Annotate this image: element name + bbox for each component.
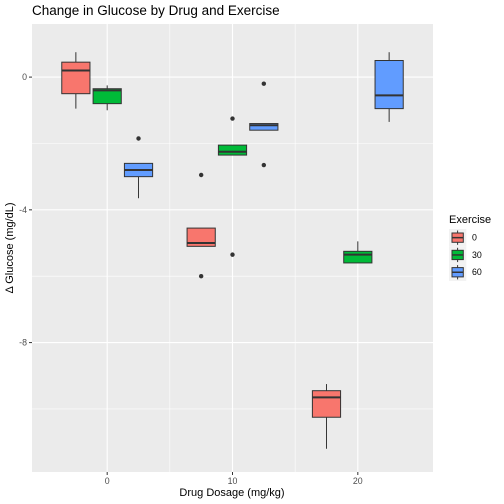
legend-label: 60 — [472, 267, 482, 277]
outlier-point — [230, 116, 235, 121]
outlier-point — [136, 136, 141, 141]
box-iqr — [343, 250, 373, 264]
box-iqr — [374, 60, 404, 110]
x-tick-label: 0 — [105, 476, 110, 486]
box-dose-10-exercise-0 — [186, 172, 216, 279]
legend-item-30: 30 — [449, 246, 482, 264]
legend-label: 30 — [472, 250, 482, 260]
y-axis: 0 -4 -8 — [19, 72, 32, 348]
x-tick-label: 10 — [228, 476, 238, 486]
chart-title: Change in Glucose by Drug and Exercise — [32, 3, 280, 18]
legend: Exercise 0 30 60 — [449, 214, 491, 281]
box-dose-20-exercise-0 — [311, 384, 342, 449]
box-iqr — [92, 88, 122, 105]
box-iqr — [186, 227, 216, 247]
box-dose-10-exercise-30 — [217, 116, 248, 257]
x-axis-title: Drug Dosage (mg/kg) — [179, 487, 284, 499]
box-iqr — [311, 390, 342, 418]
box-dose-0-exercise-30 — [92, 85, 122, 111]
x-tick-label: 20 — [353, 476, 363, 486]
legend-item-0: 0 — [449, 229, 477, 247]
outlier-point — [198, 274, 204, 279]
box-iqr — [217, 144, 248, 156]
legend-item-60: 60 — [449, 263, 482, 281]
legend-title: Exercise — [449, 214, 491, 226]
outlier-point — [198, 172, 204, 178]
box-iqr — [61, 61, 91, 95]
y-tick-label: -8 — [19, 338, 27, 348]
outlier-point — [261, 81, 267, 86]
y-tick-label: -4 — [19, 205, 27, 215]
box-dose-20-exercise-60 — [374, 52, 404, 122]
outlier-point — [230, 252, 235, 257]
y-axis-title: Δ Glucose (mg/dL) — [4, 202, 16, 293]
outlier-point — [261, 162, 267, 168]
box-dose-20-exercise-30 — [343, 241, 373, 264]
box-dose-0-exercise-0 — [61, 52, 91, 109]
y-tick-label: 0 — [22, 72, 27, 82]
legend-label: 0 — [472, 233, 477, 243]
box-dose-10-exercise-60 — [249, 81, 279, 168]
box-dose-0-exercise-60 — [123, 136, 154, 199]
x-axis: 0 10 20 — [105, 472, 363, 486]
box-layer — [61, 52, 404, 449]
box-iqr — [249, 123, 279, 131]
